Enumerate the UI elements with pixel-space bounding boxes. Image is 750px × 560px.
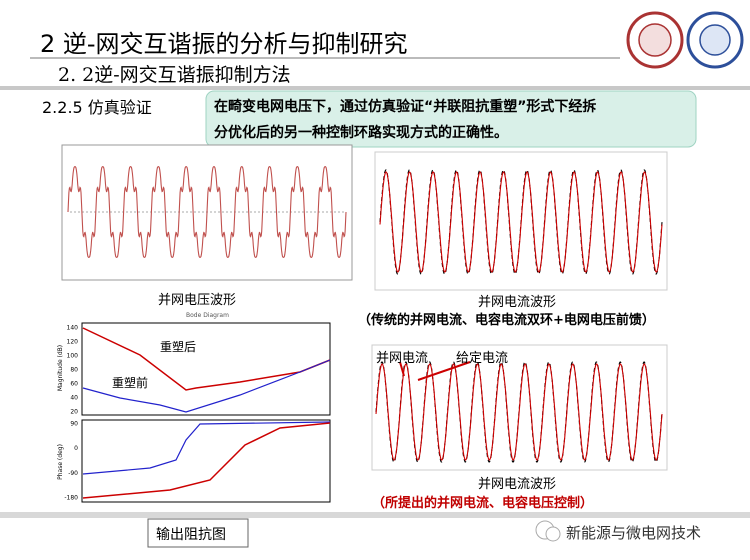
waveform — [379, 171, 663, 273]
tick-label: 90 — [70, 421, 78, 428]
tick-label: 80 — [70, 367, 78, 374]
callout-line: 在畸变电网电压下，通过仿真验证“并联阻抗重塑”形式下经拆 — [214, 99, 597, 115]
waveform — [375, 363, 663, 461]
arrow — [399, 361, 405, 377]
curve-label: 并网电流 — [376, 351, 429, 366]
caption-note: （传统的并网电流、电容电流双环+电网电压前馈） — [358, 313, 655, 328]
title: 2 逆-网交互谐振的分析与抑制研究 — [40, 30, 408, 58]
curve — [82, 359, 331, 413]
tick-label: 0 — [74, 445, 78, 452]
curve-label: 给定电流 — [456, 351, 509, 366]
tick-label: -90 — [68, 470, 78, 477]
curve — [82, 422, 331, 499]
subtitle: 2. 2逆-网交互谐振抑制方法 — [58, 64, 291, 86]
tick-label: 20 — [70, 409, 78, 416]
axis-label: Phase (deg) — [57, 444, 64, 480]
axis-label: Magnitude (dB) — [57, 345, 64, 391]
tick-label: 140 — [67, 325, 79, 332]
watermark: 新能源与微电网技术 — [566, 524, 702, 542]
caption: 输出阻抗图 — [156, 527, 226, 543]
arrow — [417, 361, 471, 381]
curve-label: 重塑前 — [112, 376, 149, 390]
tick-label: 100 — [67, 353, 79, 360]
section-heading: 2.2.5 仿真验证 — [42, 98, 152, 117]
caption: 并网电流波形 — [478, 477, 557, 492]
tick-label: 120 — [67, 339, 79, 346]
waveform — [67, 165, 347, 259]
curve-label: 重塑后 — [160, 340, 197, 354]
curve — [82, 421, 331, 475]
tick-label: 40 — [70, 395, 78, 402]
caption: 并网电压波形 — [158, 293, 237, 308]
caption-note: （所提出的并网电流、电容电压控制） — [372, 496, 594, 511]
tick-label: -180 — [64, 495, 78, 502]
tick-label: 60 — [70, 381, 78, 388]
plot-title: Bode Diagram — [186, 312, 229, 319]
callout-line: 分优化后的另一种控制环路实现方式的正确性。 — [214, 125, 508, 141]
caption: 并网电流波形 — [478, 295, 557, 310]
